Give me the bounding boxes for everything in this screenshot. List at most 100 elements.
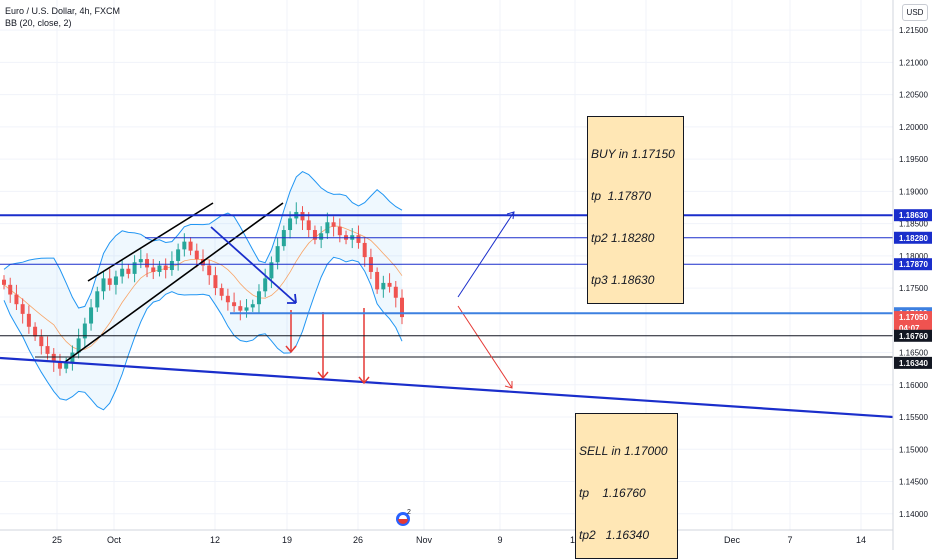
price-tag[interactable]: 1.18630 <box>894 209 932 222</box>
price-tag-label: 1.16760 <box>899 332 928 341</box>
candle <box>381 275 386 298</box>
x-tick-label: Dec <box>724 535 741 545</box>
candle <box>269 256 274 289</box>
y-tick-label: 1.17500 <box>899 284 928 293</box>
candle <box>250 299 255 312</box>
x-tick-label: Oct <box>107 535 122 545</box>
candle <box>163 258 168 279</box>
x-tick-label: 7 <box>787 535 792 545</box>
trend-arrow-head <box>287 293 297 304</box>
candle <box>45 336 50 360</box>
price-tag-label: 04:07 <box>899 324 920 333</box>
y-tick-label: 1.18000 <box>899 252 928 261</box>
currency-button[interactable]: USD <box>902 4 928 21</box>
price-tag-label: 1.17870 <box>899 260 928 269</box>
candle <box>263 268 268 298</box>
sell-note-line-2: tp 1.16760 <box>579 486 646 500</box>
tradingview-logo-icon[interactable]: 2 <box>396 509 411 526</box>
bollinger-bands <box>3 171 403 411</box>
candle <box>238 300 243 321</box>
candle <box>126 264 131 279</box>
candles <box>2 202 404 376</box>
bb-fill <box>4 171 402 410</box>
down-arrow-3 <box>358 308 370 385</box>
svg-text:2: 2 <box>407 509 411 516</box>
candle <box>219 283 224 301</box>
price-tag[interactable]: 1.16760 <box>894 329 932 342</box>
price-tag[interactable]: 1.17050 <box>894 311 932 324</box>
sell-note[interactable]: SELL in 1.17000 tp 1.16760 tp2 1.16340 <box>575 413 678 559</box>
candle <box>213 266 218 296</box>
buy-note-line-4: tp3 1.18630 <box>591 273 655 287</box>
symbol-title[interactable]: Euro / U.S. Dollar, 4h, FXCM <box>5 6 121 16</box>
sell-note-line-3: tp2 1.16340 <box>579 528 650 542</box>
buy-note-line-1: BUY in 1.17150 <box>591 147 675 161</box>
chart-legend: Euro / U.S. Dollar, 4h, FXCM BB (20, clo… <box>5 5 120 29</box>
drawings <box>0 202 894 419</box>
y-tick-label: 1.19000 <box>899 187 928 196</box>
candle <box>138 249 143 269</box>
candle <box>14 284 19 310</box>
candle <box>331 216 336 237</box>
support-trendline[interactable] <box>0 356 894 419</box>
candle <box>319 226 324 249</box>
candle <box>82 317 87 349</box>
candle <box>113 270 118 295</box>
price-tag[interactable]: 1.17870 <box>894 258 932 271</box>
candle <box>8 277 13 303</box>
candle <box>194 243 199 268</box>
x-tick-label: 14 <box>856 535 866 545</box>
y-tick-label: 1.16500 <box>899 349 928 358</box>
bb-upper <box>3 171 403 309</box>
down-arrow-2 <box>317 312 329 380</box>
x-tick-label: 25 <box>52 535 62 545</box>
candle <box>2 275 6 290</box>
down-arrow-1 <box>285 310 297 354</box>
candle <box>107 268 112 291</box>
candle <box>232 292 237 312</box>
buy-note[interactable]: BUY in 1.17150 tp 1.17870 tp2 1.18280 tp… <box>587 116 684 304</box>
y-tick-label: 1.14000 <box>899 510 928 519</box>
candle <box>375 267 380 294</box>
candle <box>337 218 342 243</box>
candle <box>76 328 81 359</box>
candle <box>325 212 330 240</box>
price-tag[interactable]: 1.16340 <box>894 356 932 369</box>
price-tag-label: 1.18630 <box>899 211 928 220</box>
y-tick-label: 1.15000 <box>899 445 928 454</box>
candle <box>26 305 31 334</box>
candle <box>89 299 94 331</box>
candle <box>169 251 174 276</box>
x-tick-label: Nov <box>416 535 433 545</box>
candle <box>362 237 367 267</box>
y-tick-label: 1.20000 <box>899 123 928 132</box>
price-tag[interactable]: 1.18280 <box>894 231 932 244</box>
candle <box>101 271 106 300</box>
trend-arrow-line[interactable] <box>210 226 297 304</box>
candle <box>312 225 317 245</box>
candle <box>151 259 156 280</box>
y-tick-label: 1.20500 <box>899 91 928 100</box>
candle <box>157 260 162 277</box>
candle <box>188 237 193 256</box>
sell-note-line-1: SELL in 1.17000 <box>579 444 668 458</box>
buy-note-line-2: tp 1.17870 <box>591 189 652 203</box>
candle <box>145 253 150 278</box>
candle <box>393 280 398 308</box>
axes: 1.21500 1.21000 1.20500 1.20000 1.19500 1.190… <box>0 0 928 550</box>
price-tag-label: 1.18280 <box>899 234 928 243</box>
candle <box>51 348 56 372</box>
price-tag-label: 1.16340 <box>899 359 928 368</box>
candle <box>256 284 261 313</box>
buy-projection-arrow <box>457 211 515 298</box>
candle <box>39 329 44 355</box>
price-tags: 1.186301.182801.178701.171101.1705004:07… <box>894 209 932 369</box>
candle <box>244 299 249 318</box>
buy-note-line-3: tp2 1.18280 <box>591 231 655 245</box>
candle <box>20 298 25 324</box>
y-tick-label: 1.19500 <box>899 155 928 164</box>
candle <box>95 286 100 312</box>
candle <box>225 288 230 311</box>
indicator-label[interactable]: BB (20, close, 2) <box>5 18 72 28</box>
